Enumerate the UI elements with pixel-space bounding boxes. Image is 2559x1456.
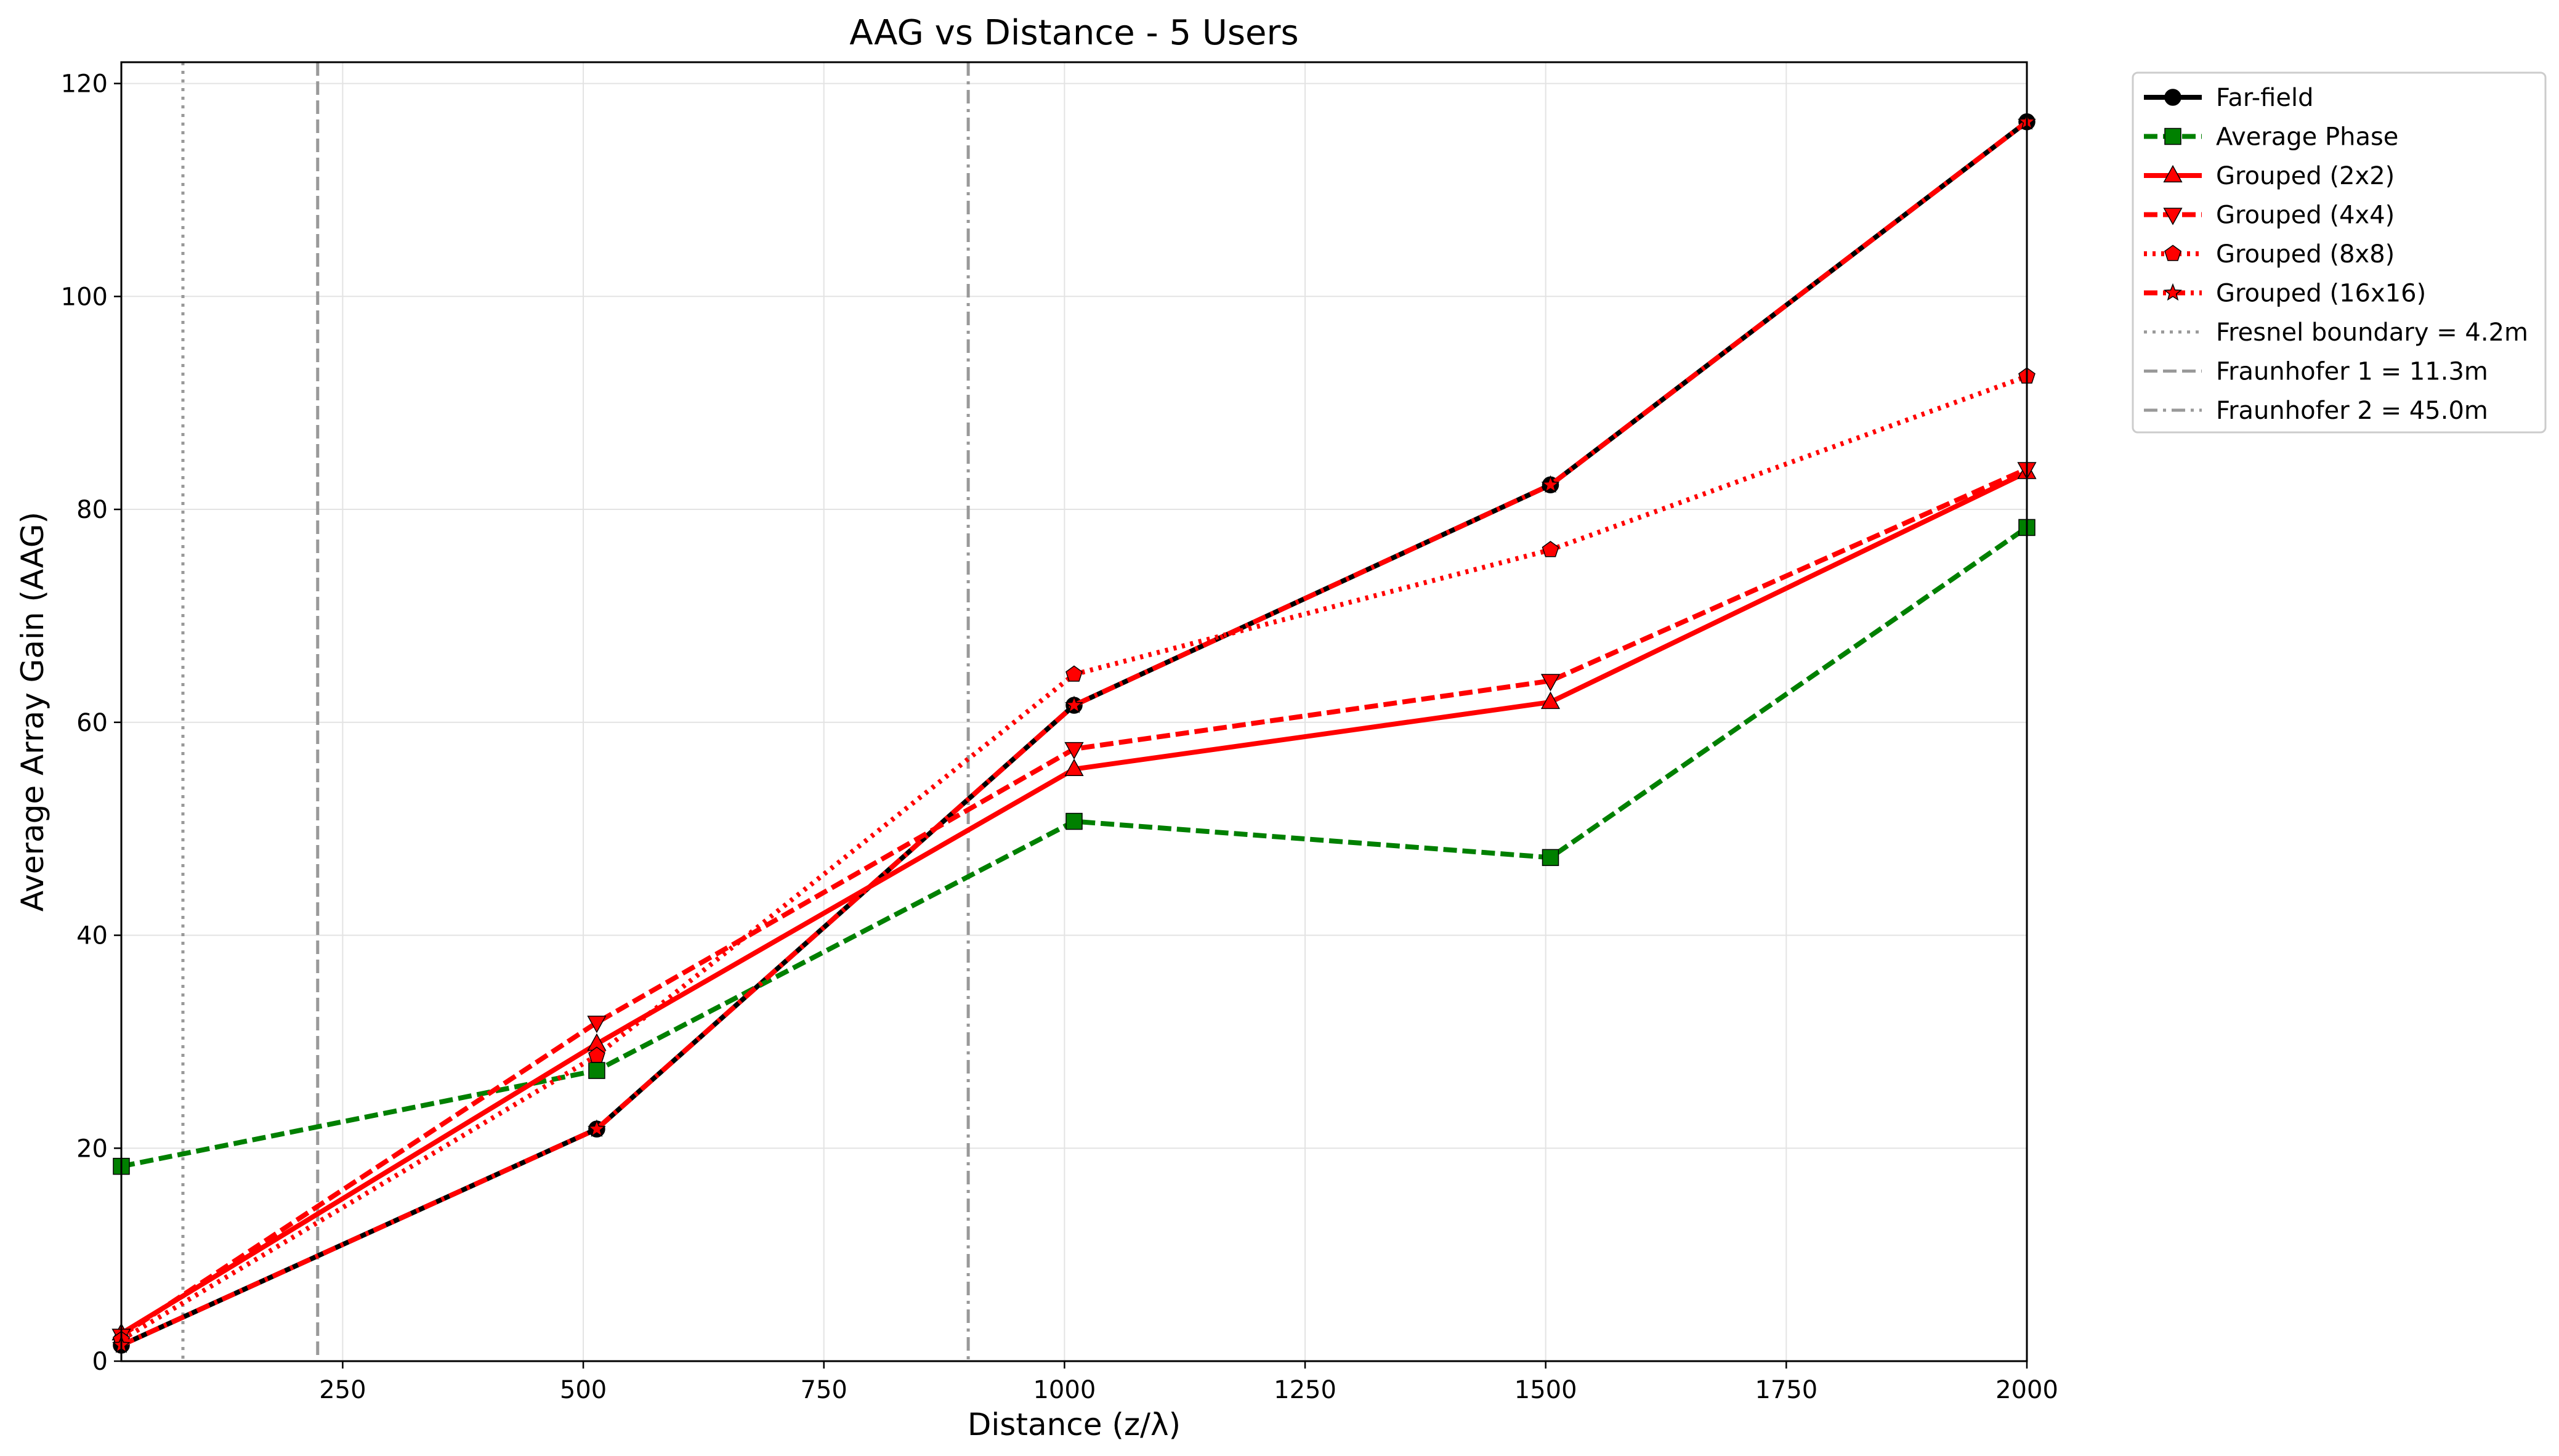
legend-label: Fraunhofer 1 = 11.3m [2216,358,2488,386]
legend-item: Fresnel boundary = 4.2m [2144,318,2528,347]
plot-frame [120,61,2028,1362]
y-axis-label: Average Array Gain (AAG) [15,512,51,912]
legend-label: Average Phase [2216,123,2398,152]
y-tick-label: 20 [76,1134,108,1163]
data-point [588,1046,605,1063]
y-tick-label: 40 [76,922,108,950]
legend-label: Grouped (8x8) [2216,240,2395,269]
x-tick-label: 1000 [1033,1376,1096,1404]
legend-item: Fraunhofer 1 = 11.3m [2144,358,2488,386]
y-tick-label: 80 [76,496,108,524]
data-point [588,1062,605,1079]
data-point [2164,89,2181,106]
data-point [587,1016,607,1033]
data-point [2163,164,2183,183]
legend-label: Grouped (16x16) [2216,280,2426,308]
legend-label: Grouped (2x2) [2216,162,2395,190]
data-point [1540,691,1561,710]
y-tick-label: 100 [61,283,108,311]
data-point [1065,665,1083,682]
data-point [2164,283,2182,301]
axis-ticks: 250 500 750 1000 1250 1500 1750 2000 0 20 40 60 80 10… [61,70,2058,1404]
x-tick-label: 250 [319,1376,366,1404]
legend-label: Grouped (4x4) [2216,201,2395,230]
legend-item: Grouped (8x8) [2144,240,2395,269]
legend-label: Fresnel boundary = 4.2m [2216,318,2528,347]
data-point [2164,127,2181,145]
x-tick-label: 1750 [1755,1376,1817,1404]
x-tick-label: 1250 [1274,1376,1336,1404]
legend-item: Grouped (4x4) [2144,201,2395,230]
series-grouped-8x8 [113,367,2035,1348]
data-point [1065,695,1083,713]
data-point [1542,849,1559,867]
x-tick-label: 1500 [1514,1376,1577,1404]
legend-label: Fraunhofer 2 = 45.0m [2216,397,2488,425]
legend: Far-field Average Phase Grouped (2x2) Group… [2132,71,2547,434]
legend-item: Fraunhofer 2 = 45.0m [2144,397,2488,425]
legend-item: Average Phase [2144,123,2398,152]
y-tick-label: 120 [61,70,108,99]
y-tick-label: 0 [92,1348,108,1376]
data-point [1540,674,1561,692]
series-line [120,119,2029,1348]
reference-lines [181,62,970,1361]
y-tick-label: 60 [76,709,108,737]
data-point [2164,245,2181,261]
chart-title: AAG vs Distance - 5 Users [849,13,1298,53]
legend-item: Grouped (2x2) [2144,162,2395,190]
data-point [1542,541,1559,557]
data-point [2163,208,2183,225]
data-point [1541,475,1560,493]
legend-item: Far-field [2144,84,2313,112]
data-point [588,1119,606,1137]
data-point [1064,742,1084,760]
data-series [111,112,2037,1354]
legend-item: Grouped (16x16) [2144,280,2426,308]
x-tick-label: 2000 [1995,1376,2058,1404]
data-point [1064,758,1084,776]
x-tick-label: 750 [801,1376,847,1404]
data-point [1065,812,1083,830]
x-axis-label: Distance (z/λ) [968,1407,1181,1442]
legend-label: Far-field [2216,84,2313,112]
legend-box [2132,71,2547,434]
x-tick-label: 500 [560,1376,607,1404]
